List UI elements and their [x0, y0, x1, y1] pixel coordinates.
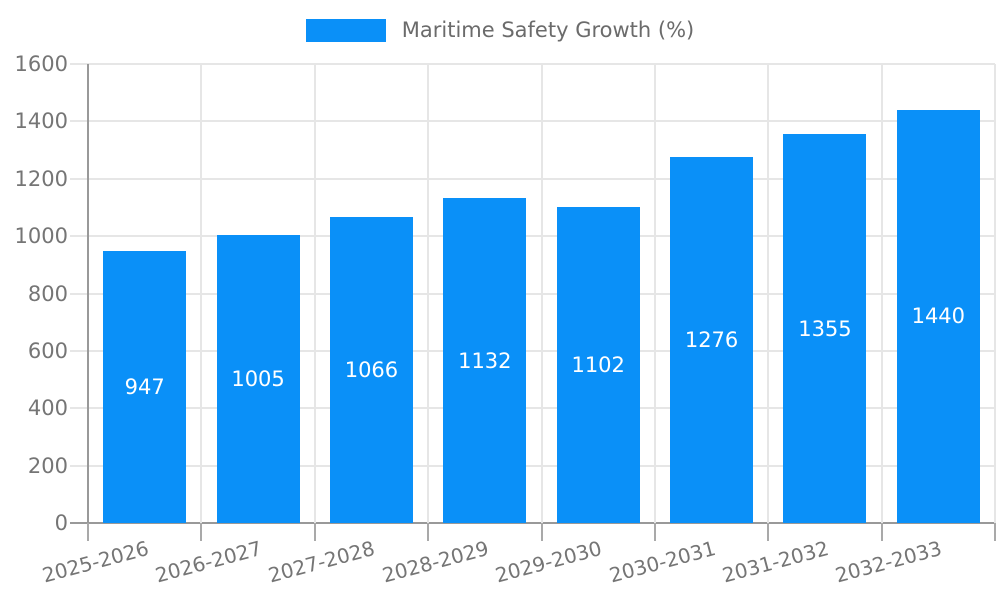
y-axis-tick-label: 1600 [14, 52, 68, 76]
bar: 1005 [216, 234, 300, 523]
bar-value-label: 1066 [344, 358, 399, 383]
x-axis-tick-label: 2031-2032 [719, 536, 832, 588]
chart-legend[interactable]: Maritime Safety Growth (%) [0, 16, 1000, 44]
x-axis-tick-label: 2025-2026 [39, 536, 151, 588]
y-axis-tick-label: 800 [27, 281, 68, 306]
y-axis-tick-label: 400 [27, 396, 68, 421]
y-axis-tick-label: 1200 [14, 166, 68, 191]
bar-value-label: 1102 [571, 352, 625, 377]
bar-value-label: 1005 [231, 366, 285, 391]
x-axis-tick-label: 2028-2029 [379, 536, 492, 588]
x-axis-tick [313, 523, 316, 541]
y-axis-tick-label: 200 [27, 453, 68, 478]
x-axis-tick [540, 523, 543, 541]
legend-swatch [305, 18, 386, 42]
x-axis-line [70, 522, 995, 524]
gridline-vertical [880, 64, 883, 523]
x-axis-tick [880, 523, 883, 541]
gridline-horizontal [70, 63, 995, 65]
bar-value-label: 1355 [798, 316, 852, 341]
x-axis-tick-label: 2032-2033 [833, 536, 945, 588]
x-axis-tick [653, 523, 656, 541]
gridline-vertical [767, 64, 770, 523]
bar: 947 [103, 251, 187, 523]
gridline-vertical [200, 64, 203, 523]
x-axis-tick [427, 523, 430, 541]
y-axis-line [87, 64, 89, 523]
gridline-horizontal [70, 464, 995, 467]
y-axis-tick-label: 600 [27, 338, 68, 363]
gridline-horizontal [70, 349, 995, 352]
gridline-vertical [313, 64, 316, 523]
plot-area: 0 200 400 600 800 1000 1200 1400 1600 947 1005 1066… [15, 52, 996, 587]
gridline-horizontal [70, 177, 995, 180]
gridline-vertical [994, 64, 996, 523]
x-axis-tick [87, 523, 89, 541]
bar: 1355 [783, 134, 867, 523]
gridline-vertical [540, 64, 543, 523]
y-axis-tick-label: 0 [54, 511, 68, 535]
gridline-vertical [653, 64, 656, 523]
bar: 1066 [329, 217, 413, 523]
bar: 1276 [670, 156, 754, 523]
x-axis-tick [767, 523, 770, 541]
x-axis-tick-label: 2029-2030 [492, 536, 605, 588]
gridline-horizontal [70, 407, 995, 410]
x-axis-tick-label: 2030-2031 [606, 536, 718, 588]
bar-value-label: 947 [124, 375, 165, 400]
bar: 1102 [556, 206, 640, 523]
bar-value-label: 1276 [684, 327, 739, 352]
gridline-horizontal [70, 120, 995, 123]
y-axis-tick-label: 1400 [14, 109, 68, 134]
x-axis-tick [200, 523, 203, 541]
legend-label: Maritime Safety Growth (%) [401, 18, 695, 42]
gridline-vertical [427, 64, 430, 523]
x-axis-tick [994, 523, 996, 541]
bar-value-label: 1440 [911, 304, 966, 329]
bar-value-label: 1132 [458, 348, 512, 373]
gridline-horizontal [70, 235, 995, 238]
bar: 1132 [443, 198, 527, 523]
y-axis-tick-label: 1000 [14, 224, 68, 249]
gridline-horizontal [70, 292, 995, 295]
bar: 1440 [896, 109, 980, 523]
x-axis-tick-label: 2026-2027 [152, 536, 265, 588]
x-axis-tick-label: 2027-2028 [266, 536, 378, 588]
